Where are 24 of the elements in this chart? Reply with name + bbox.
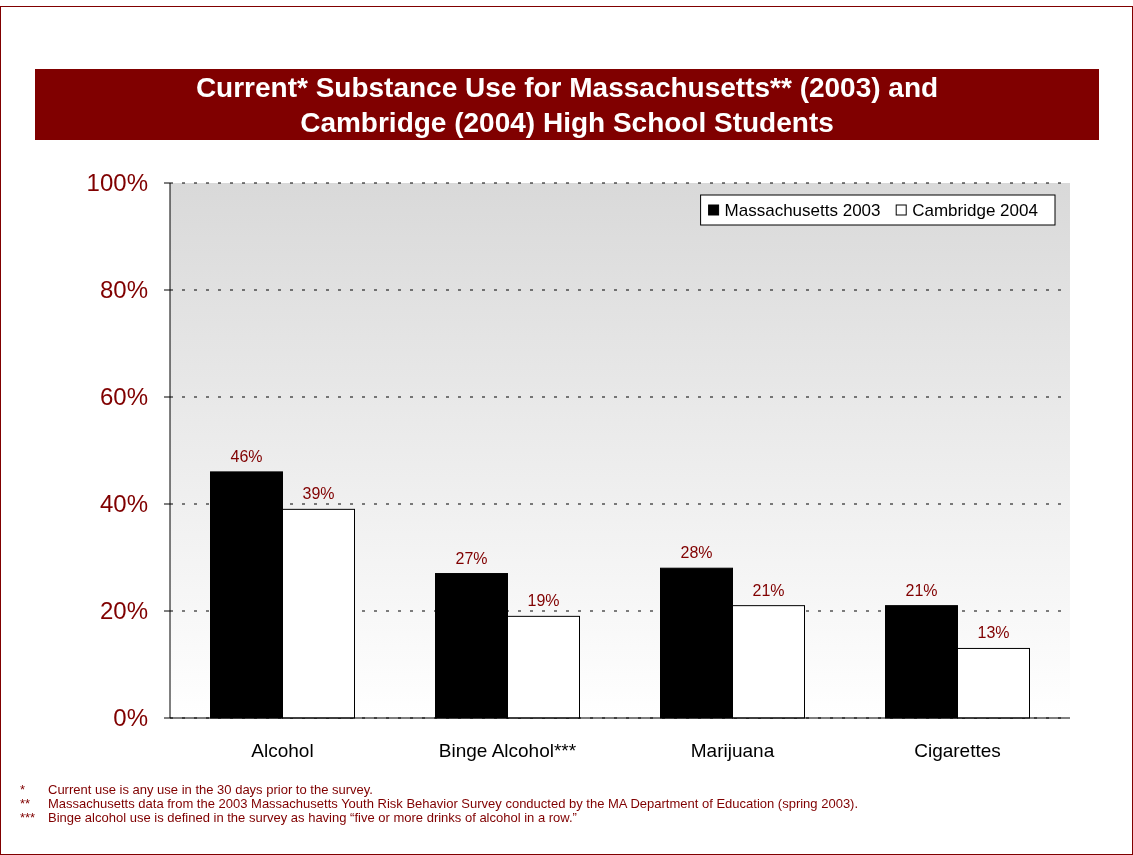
y-tick-label: 0%: [113, 704, 148, 732]
text: * Current use is any use in the 30 days prior to the survey.: [20, 782, 373, 797]
text: ** Massachusetts data from the 2003 Massachusetts Youth Risk Behavior Survey conducted by the MA Department of Education (spring 2003).: [20, 796, 859, 811]
data-label: 19%: [527, 592, 560, 610]
text: *** Binge alcohol use is defined in the survey as having “five or more drinks of alcohol in a row.”: [20, 810, 577, 825]
legend-label: Cambridge 2004: [912, 200, 1038, 220]
y-tick-label: 60%: [99, 383, 148, 411]
data-label: 46%: [230, 447, 263, 465]
y-tick-label: 80%: [99, 276, 148, 304]
data-label: 39%: [302, 485, 335, 503]
x-tick-label: Binge Alcohol***: [438, 740, 577, 761]
y-tick-label: 100%: [86, 169, 148, 197]
data-label: 13%: [977, 624, 1010, 642]
y-tick-label: 40%: [99, 490, 148, 518]
y-tick-label: 20%: [99, 597, 148, 625]
x-tick-label: Alcohol: [251, 740, 314, 761]
data-label: 27%: [455, 549, 488, 567]
data-label: 21%: [905, 581, 938, 599]
data-label: 28%: [680, 544, 713, 562]
chart-title: Current* Substance Use for Massachusetts** (2003) and Cambridge (2004) High School Students: [195, 72, 939, 138]
data-label: 21%: [752, 581, 785, 599]
x-tick-label: Cigarettes: [914, 740, 1001, 761]
x-tick-label: Marijuana: [690, 740, 775, 761]
legend-label: Massachusetts 2003: [724, 200, 881, 220]
